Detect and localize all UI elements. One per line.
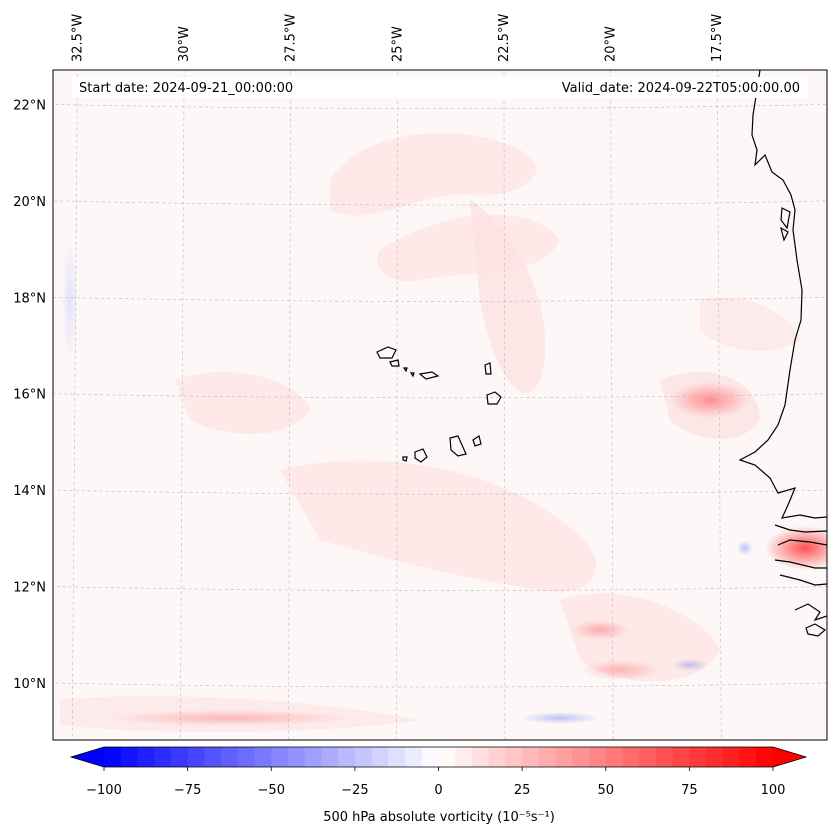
latitude-tick-label: 14°N: [13, 484, 46, 499]
colorbar-segment: [672, 747, 690, 767]
colorbar-tick-label: 50: [597, 783, 614, 798]
parallel-line: [53, 296, 827, 302]
meridian-line: [396, 70, 398, 740]
colorbar-segment: [438, 747, 456, 767]
colorbar-tick-label: −25: [341, 783, 368, 798]
colorbar-tick-label: −100: [86, 783, 122, 798]
longitude-tick-label: 22.5°W: [497, 14, 512, 62]
colorbar-tick-label: 100: [761, 783, 786, 798]
parallel-line: [53, 682, 827, 688]
colorbar-tick-label: 75: [681, 783, 698, 798]
colorbar-segment: [388, 747, 406, 767]
coastline-africa: [738, 70, 827, 637]
latitude-tick-label: 20°N: [13, 195, 46, 210]
colorbar-segment: [287, 747, 306, 767]
colorbar-segment: [655, 747, 674, 767]
colorbar-label: 500 hPa absolute vorticity (10⁻⁵s⁻¹): [323, 810, 555, 825]
colorbar-segment: [722, 747, 741, 767]
longitude-tick-label: 27.5°W: [284, 14, 299, 62]
colorbar-segment: [706, 747, 724, 767]
colorbar-segment: [321, 747, 339, 767]
colorbar-segment: [488, 747, 506, 767]
colorbar-segment: [622, 747, 640, 767]
colorbar-segments: [104, 747, 774, 767]
latitude-labels: 22°N 20°N 18°N 16°N 14°N 12°N 10°N: [13, 99, 46, 692]
meridian-line: [288, 70, 291, 740]
start-date-label: Start date: 2024-09-21_00:00:00: [79, 81, 293, 96]
colorbar-segment: [338, 747, 356, 767]
colorbar-segment: [254, 747, 272, 767]
colorbar-tick-label: 25: [514, 783, 531, 798]
colorbar-segment: [371, 747, 389, 767]
parallel-line: [53, 104, 827, 109]
colorbar-segment: [756, 747, 774, 767]
latitude-tick-label: 10°N: [13, 677, 46, 692]
colorbar-segment: [739, 747, 757, 767]
colorbar-ticks: −100 −75 −50 −25 0 25 50 75 100: [86, 767, 785, 798]
colorbar-extend-max-arrow: [773, 747, 806, 767]
parallel-line: [53, 393, 827, 399]
vorticity-highlights: [62, 240, 827, 726]
colorbar-segment: [354, 747, 373, 767]
header-box: [72, 77, 808, 98]
meridian-line: [716, 70, 722, 740]
cape-verde-islands: [376, 346, 502, 463]
colorbar-segment: [104, 747, 122, 767]
colorbar-extend-min-arrow: [71, 747, 104, 767]
colorbar-segment: [471, 747, 490, 767]
colorbar-segment: [572, 747, 590, 767]
colorbar-segment: [204, 747, 222, 767]
latitude-tick-label: 22°N: [13, 99, 46, 114]
latitude-tick-label: 12°N: [13, 581, 46, 596]
map-gridlines: [53, 70, 827, 740]
valid-date-label: Valid_date: 2024-09-22T05:00:00.00: [562, 81, 800, 96]
colorbar-segment: [605, 747, 623, 767]
colorbar-segment: [154, 747, 172, 767]
colorbar-segment: [237, 747, 256, 767]
longitude-tick-label: 32.5°W: [70, 14, 85, 62]
colorbar-segment: [455, 747, 473, 767]
parallel-line: [53, 200, 827, 206]
colorbar-segment: [689, 747, 707, 767]
colorbar-segment: [405, 747, 423, 767]
longitude-tick-label: 30°W: [177, 26, 192, 62]
longitude-labels: 32.5°W 30°W 27.5°W 25°W 22.5°W 20°W 17.5°W: [70, 14, 725, 62]
colorbar-segment: [505, 747, 523, 767]
colorbar-segment: [187, 747, 205, 767]
colorbar-segment: [555, 747, 573, 767]
meridian-line: [503, 70, 506, 740]
latitude-tick-label: 18°N: [13, 291, 46, 306]
meridian-line: [610, 70, 614, 740]
colorbar-segment: [120, 747, 138, 767]
meridian-line: [71, 70, 78, 740]
colorbar-segment: [522, 747, 540, 767]
colorbar-tick-label: −50: [258, 783, 285, 798]
colorbar-segment: [137, 747, 155, 767]
colorbar-segment: [639, 747, 657, 767]
colorbar-tick-label: 0: [434, 783, 442, 798]
colorbar-segment: [304, 747, 322, 767]
longitude-tick-label: 17.5°W: [710, 14, 725, 62]
longitude-tick-label: 20°W: [604, 26, 619, 62]
colorbar-segment: [589, 747, 607, 767]
colorbar-segment: [538, 747, 557, 767]
map-frame: [52, 69, 828, 741]
latitude-tick-label: 16°N: [13, 388, 46, 403]
colorbar-segment: [170, 747, 189, 767]
map-panel: [53, 70, 827, 740]
meridian-line: [180, 70, 185, 740]
colorbar: −100 −75 −50 −25 0 25 50 75 100 500 hPa absolute…: [69, 746, 808, 825]
colorbar-segment: [271, 747, 289, 767]
colorbar-segment: [421, 747, 439, 767]
colorbar-tick-label: −75: [174, 783, 201, 798]
longitude-tick-label: 25°W: [390, 26, 405, 62]
colorbar-segment: [221, 747, 239, 767]
